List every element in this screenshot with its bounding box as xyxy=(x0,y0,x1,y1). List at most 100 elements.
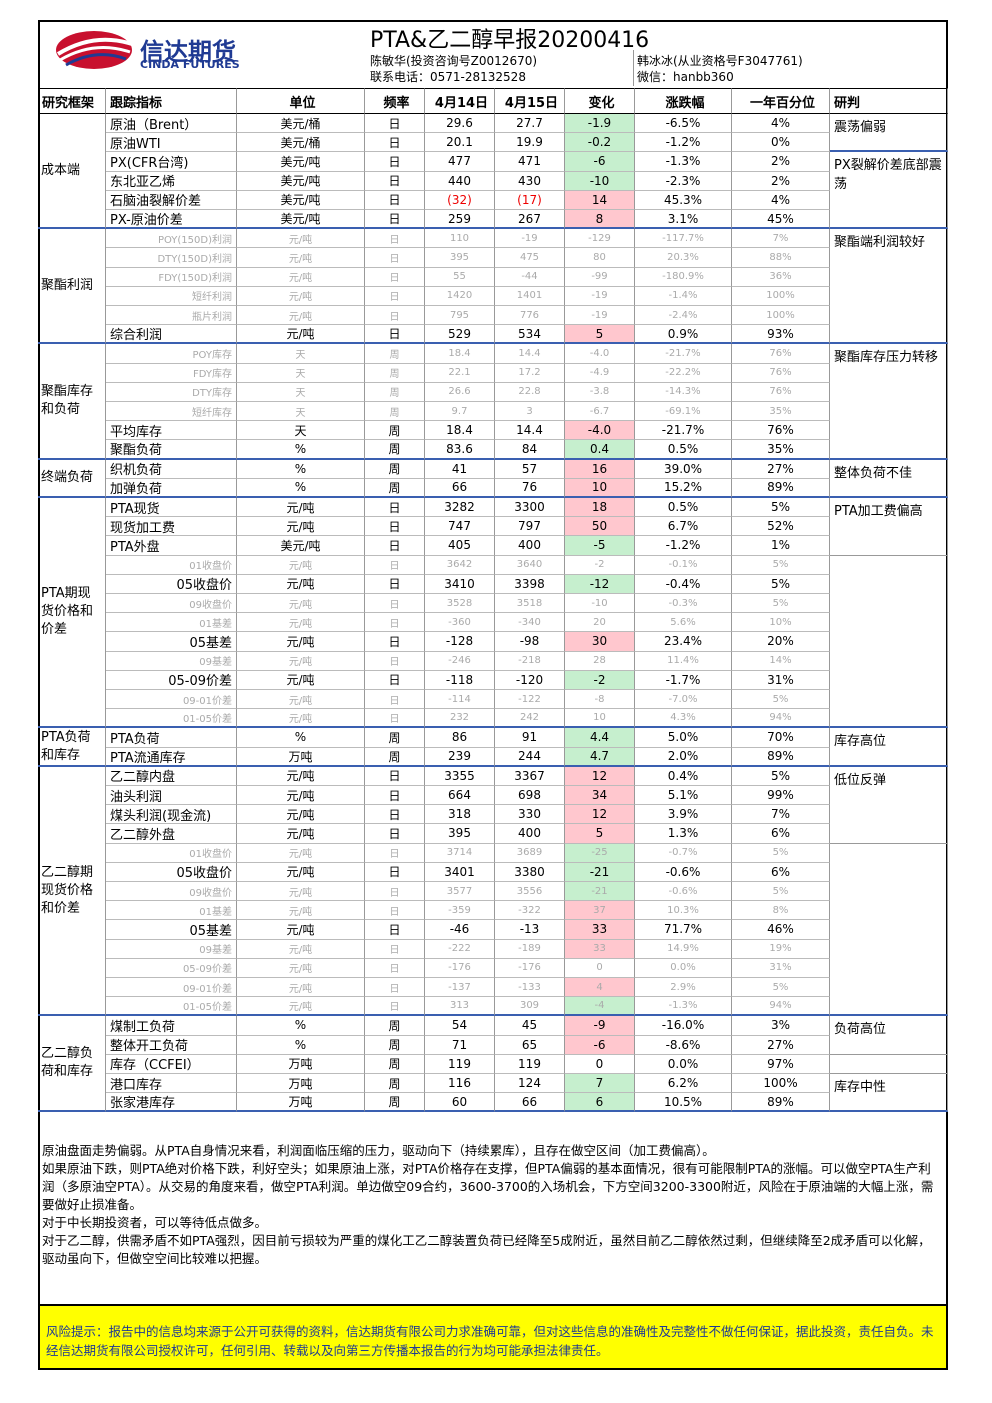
cell: -19 xyxy=(495,229,565,249)
analyst: 韩冰冰(从业资格号F3047761) xyxy=(637,54,803,68)
indicator: 平均库存 xyxy=(106,421,237,441)
divider xyxy=(633,50,634,86)
cell: 76% xyxy=(732,344,830,364)
cell: 3% xyxy=(732,1016,830,1036)
cell: -360 xyxy=(425,613,495,633)
cell: 美元/吨 xyxy=(237,152,365,172)
cell: 日 xyxy=(365,958,425,978)
cell: 20 xyxy=(565,613,635,633)
cell: -117.7% xyxy=(635,229,732,249)
cell: 19.9 xyxy=(495,133,565,153)
cell: 76% xyxy=(732,363,830,383)
cell: 60 xyxy=(425,1093,495,1113)
cell: 29.6 xyxy=(425,114,495,134)
judgement: 负荷高位 xyxy=(830,1016,948,1055)
cell: -180.9% xyxy=(635,267,732,287)
cell: -6 xyxy=(565,152,635,172)
indicator: 05基差 xyxy=(106,632,237,652)
cell: -0.3% xyxy=(635,594,732,614)
cell: -6 xyxy=(565,1035,635,1055)
indicator: 09收盘价 xyxy=(106,882,237,902)
cell: 267 xyxy=(495,210,565,230)
cell: 400 xyxy=(495,824,565,844)
indicator: 整体开工负荷 xyxy=(106,1035,237,1055)
judgement: 聚酯库存压力转移 xyxy=(830,344,948,460)
cell: 45.3% xyxy=(635,190,732,210)
column-header: 研究框架 xyxy=(38,88,106,114)
cell: 39.0% xyxy=(635,459,732,479)
judgement: 聚酯端利润较好 xyxy=(830,229,948,345)
cell: 37 xyxy=(565,901,635,921)
cell: 3.1% xyxy=(635,210,732,230)
cell: 元/吨 xyxy=(237,574,365,594)
cell: 8 xyxy=(565,210,635,230)
cell: % xyxy=(237,459,365,479)
cell: 6% xyxy=(732,824,830,844)
cell: 6% xyxy=(732,862,830,882)
judgement: 库存中性 xyxy=(830,1074,948,1113)
cell: 70% xyxy=(732,728,830,748)
indicator: POY库存 xyxy=(106,344,237,364)
cell: 14.9% xyxy=(635,939,732,959)
cell: 日 xyxy=(365,882,425,902)
cell: 10 xyxy=(565,478,635,498)
risk-notice: 风险提示：报告中的信息均来源于公开可获得的资料，信达期货有限公司力求准确可靠，但… xyxy=(40,1304,946,1368)
cell: 天 xyxy=(237,382,365,402)
cell: 3 xyxy=(495,402,565,422)
cell: 2% xyxy=(732,152,830,172)
logo-en: CINDA FUTURES xyxy=(140,58,240,71)
cell: 3.9% xyxy=(635,805,732,825)
indicator: FDY(150D)利润 xyxy=(106,267,237,287)
cell: 86 xyxy=(425,728,495,748)
cell: 52% xyxy=(732,517,830,537)
cell: -44 xyxy=(495,267,565,287)
cell: -2.4% xyxy=(635,306,732,326)
cell: 27% xyxy=(732,1035,830,1055)
indicator: 乙二醇外盘 xyxy=(106,824,237,844)
cell: 日 xyxy=(365,325,425,345)
cell: -0.2 xyxy=(565,133,635,153)
indicator: 05-09价差 xyxy=(106,958,237,978)
cell: 4.3% xyxy=(635,709,732,729)
cell: 日 xyxy=(365,286,425,306)
cell: -120 xyxy=(495,670,565,690)
group-label: 乙二醇期现货价格和价差 xyxy=(38,766,106,1017)
cell: 万吨 xyxy=(237,1093,365,1113)
cell: 83.6 xyxy=(425,440,495,460)
cell: 日 xyxy=(365,210,425,230)
cell: -69.1% xyxy=(635,402,732,422)
cell: 12 xyxy=(565,766,635,786)
cell: 5% xyxy=(732,766,830,786)
cell: -118 xyxy=(425,670,495,690)
column-header: 研判 xyxy=(830,88,948,114)
indicator: 瓶片利润 xyxy=(106,306,237,326)
cell: -122 xyxy=(495,690,565,710)
cell: 5% xyxy=(732,498,830,518)
cell: 元/吨 xyxy=(237,901,365,921)
cell: 日 xyxy=(365,536,425,556)
cell: 100% xyxy=(732,286,830,306)
cell: 周 xyxy=(365,1016,425,1036)
cell: 日 xyxy=(365,786,425,806)
cell: 71 xyxy=(425,1035,495,1055)
cell: -0.1% xyxy=(635,555,732,575)
cell: 16 xyxy=(565,459,635,479)
judgement-empty xyxy=(830,555,948,729)
cell: -3.8 xyxy=(565,382,635,402)
cell: 4% xyxy=(732,114,830,134)
paragraph: 对于中长期投资者，可以等待低点做多。 xyxy=(42,1215,268,1230)
cell: 元/吨 xyxy=(237,498,365,518)
cell: 3714 xyxy=(425,843,495,863)
indicator: PTA负荷 xyxy=(106,728,237,748)
cell: 22.8 xyxy=(495,382,565,402)
cell: 3642 xyxy=(425,555,495,575)
cell: -4 xyxy=(565,997,635,1017)
cell: 0 xyxy=(565,1054,635,1074)
cell: 400 xyxy=(495,536,565,556)
cell: 0.0% xyxy=(635,1054,732,1074)
cell: 日 xyxy=(365,555,425,575)
cell: 3380 xyxy=(495,862,565,882)
cell: 1420 xyxy=(425,286,495,306)
indicator: 09收盘价 xyxy=(106,594,237,614)
cell: 232 xyxy=(425,709,495,729)
